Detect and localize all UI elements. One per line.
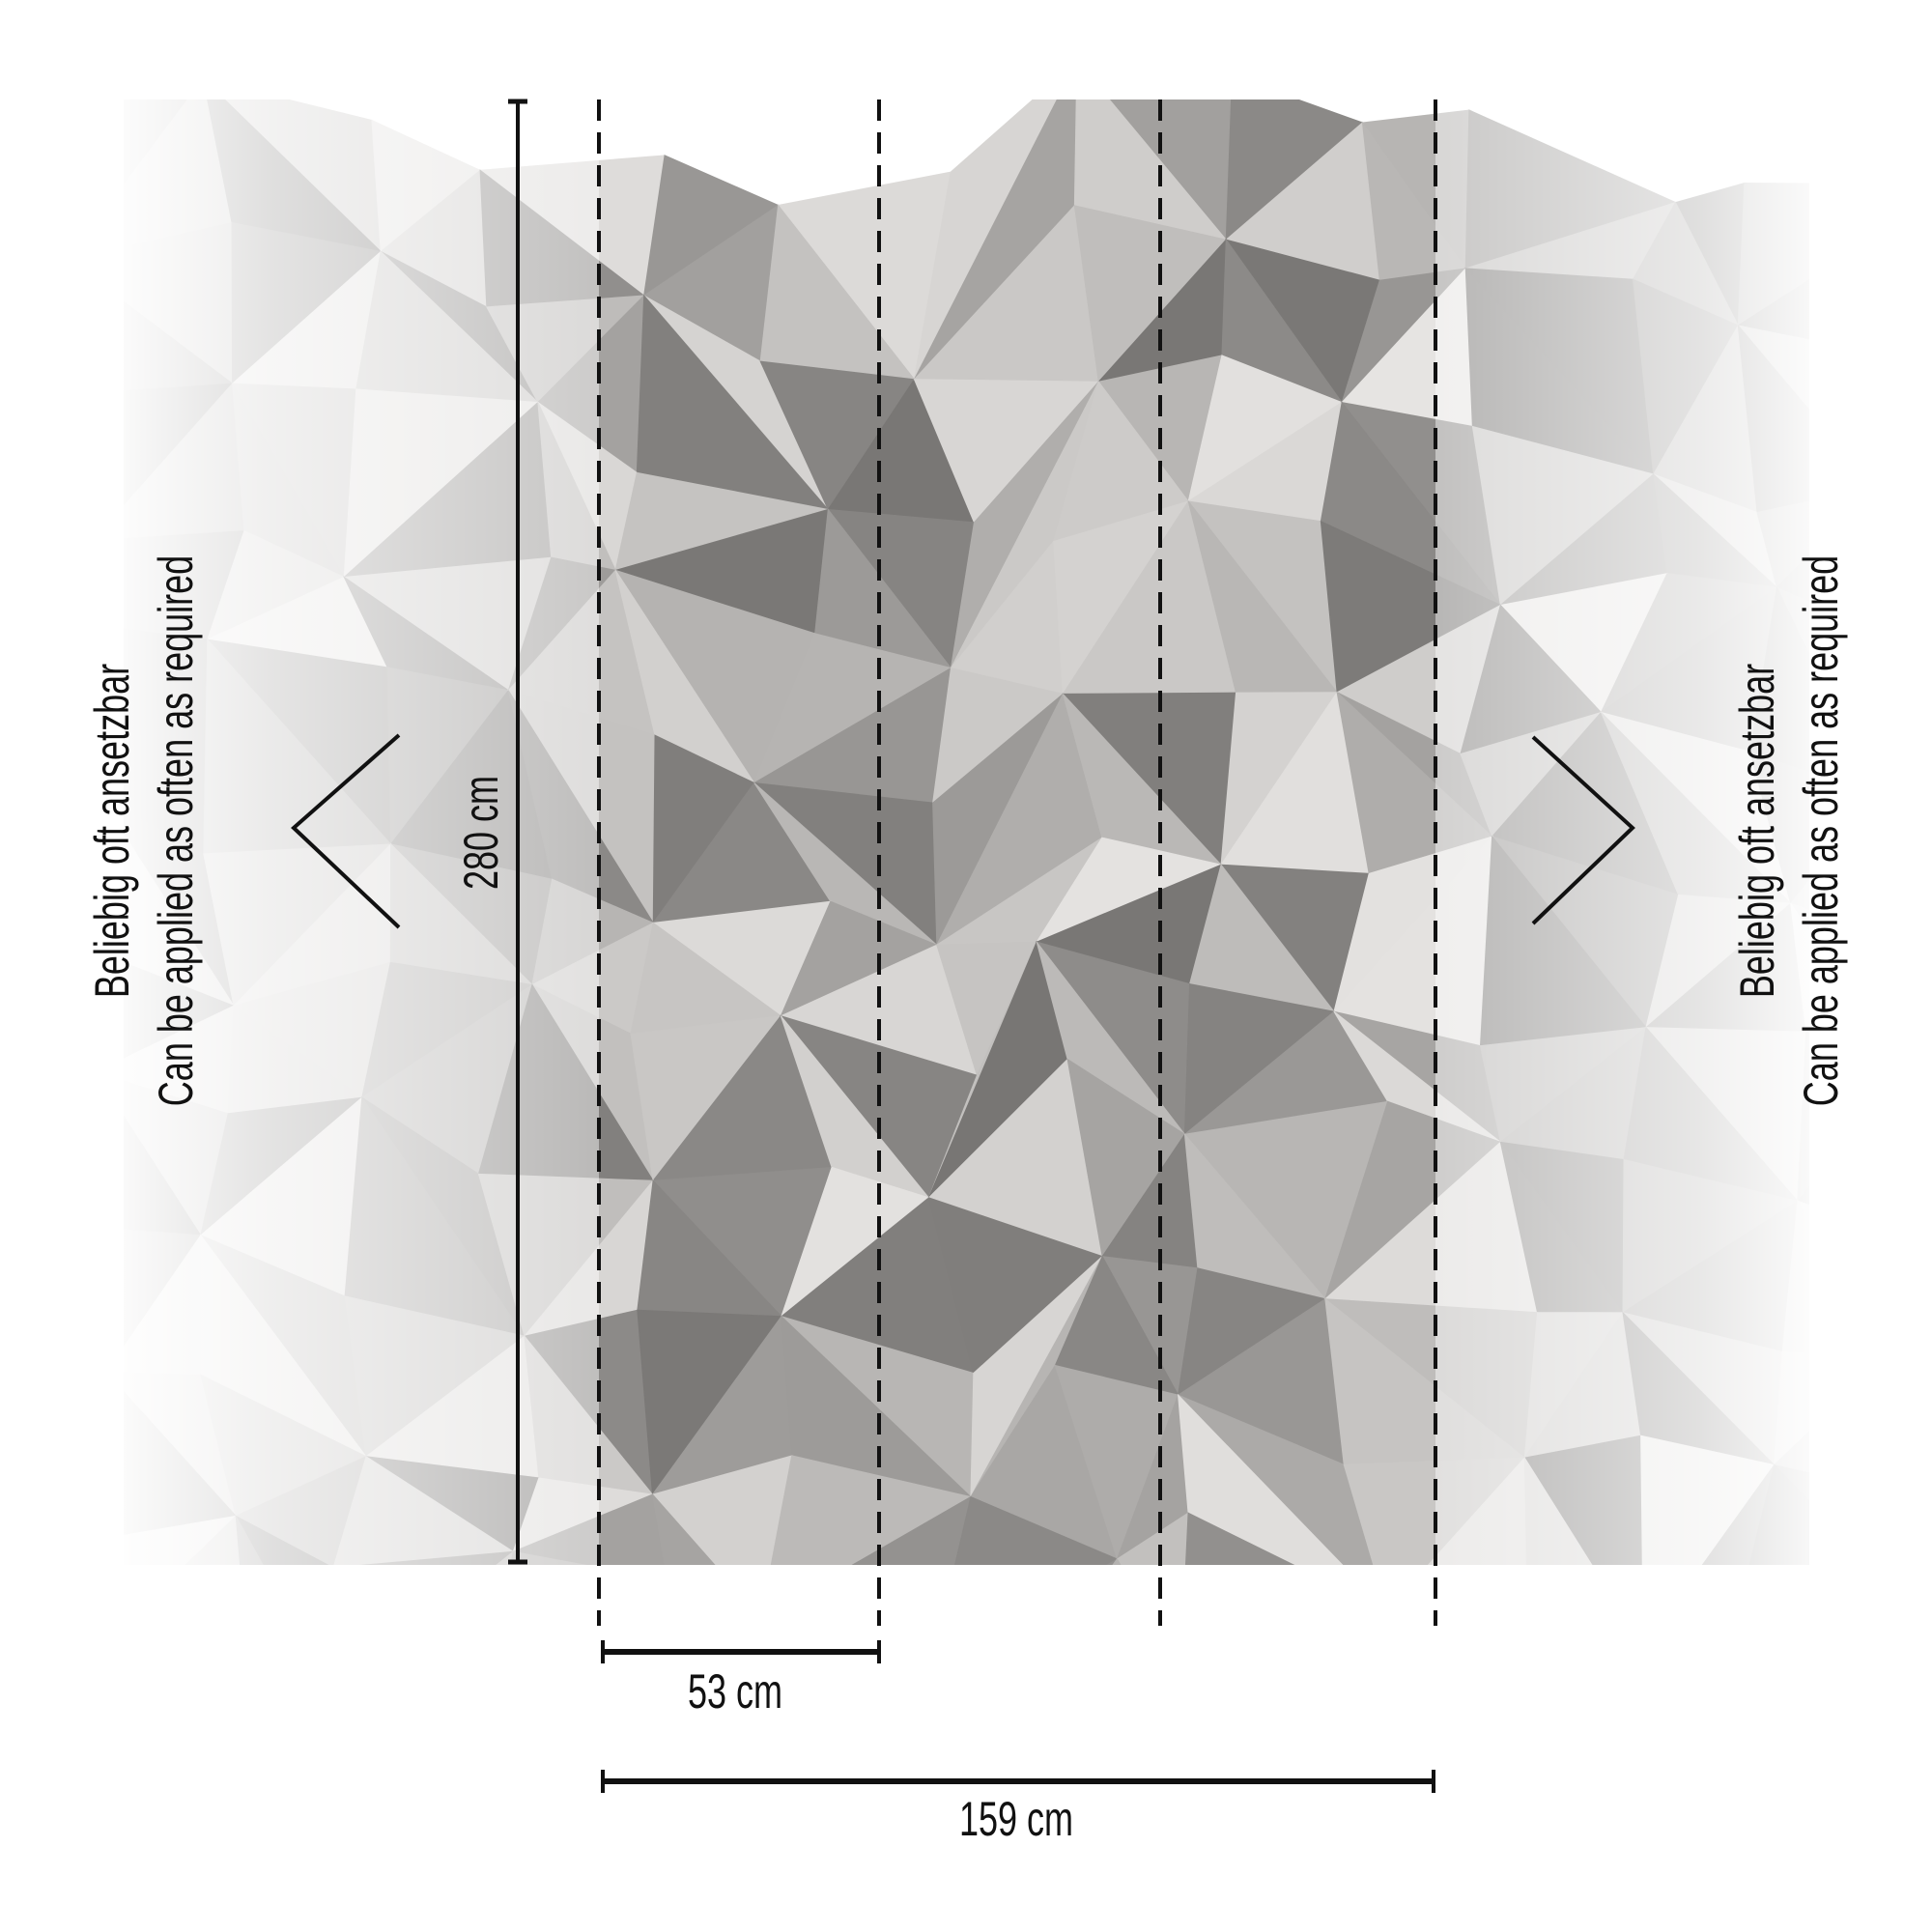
concrete-facet [1180,1611,1386,1705]
concrete-facet [496,1550,514,1565]
concrete-facet [1736,1622,1928,1806]
concrete-facet [1885,1263,1932,1390]
concrete-facet [1463,1613,1643,1725]
concrete-facet [1106,1558,1118,1565]
concrete-facet [851,1495,972,1565]
concrete-facet [790,1833,961,1932]
concrete-facet [1463,1725,1594,1901]
concrete-facet [1379,1725,1489,1866]
concrete-facet [1877,655,1932,805]
concrete-facet [1904,806,1932,1072]
concrete-facet [1904,806,1932,1072]
concrete-facet [1877,508,1932,796]
concrete-facet [618,1738,790,1901]
panel-width-dimension [601,1640,881,1663]
concrete-facet [1116,1512,1189,1565]
repeat-note-left: Beliebig oft ansetzbar Can be applied as… [80,555,208,1106]
concrete-facet [261,1694,386,1854]
total-width-dimension [601,1770,1435,1793]
concrete-facet [1761,1624,1927,1805]
concrete-facet [1112,1558,1122,1565]
concrete-facet [105,1643,262,1818]
concrete-facet [1594,1753,1761,1901]
concrete-facet [1875,216,1932,488]
total-width-label: 159 cm [958,1792,1074,1846]
repeat-note-german: Beliebig oft ansetzbar [85,663,139,999]
concrete-facet [1326,1704,1463,1829]
concrete-facet [1877,1692,1932,1932]
chevron-right-icon [1531,735,1635,925]
right-repeat-fade [1435,99,1841,1565]
concrete-facet [512,1550,587,1565]
concrete-facet [1885,1134,1932,1359]
concrete-facet [1180,1669,1379,1830]
concrete-facet [1927,1524,1932,1692]
concrete-facet [1594,1805,1797,1912]
repeat-note-english: Can be applied as often as required [149,554,203,1107]
concrete-facet [252,1694,334,1819]
concrete-facet [1643,1622,1761,1806]
concrete-facet [1916,1391,1932,1624]
panel-width-label: 53 cm [687,1664,783,1719]
concrete-facet [618,1738,797,1901]
concrete-facet [1463,1725,1603,1901]
concrete-facet [484,1721,618,1908]
concrete-facet [1875,216,1932,488]
concrete-facet [1914,1624,1932,1804]
concrete-facet [1885,1134,1932,1359]
chevron-left-icon [291,733,401,929]
concrete-facet [1180,1669,1379,1838]
concrete-facet [1894,1071,1932,1233]
concrete-facet [1875,370,1932,508]
concrete-facet [1877,796,1932,955]
concrete-facet [1927,1391,1932,1624]
concrete-facet [1885,1359,1932,1497]
concrete-facet [334,1694,513,1909]
concrete-facet [1387,1611,1528,1726]
repeat-note-english: Can be applied as often as required [1794,554,1848,1107]
concrete-facet [94,1643,261,1818]
concrete-facet [1326,1611,1463,1726]
height-dimension [508,99,527,1565]
concrete-facet [1877,508,1932,796]
concrete-facet [1463,1647,1643,1753]
concrete-facet [940,1833,1052,1932]
concrete-facet [334,1694,513,1909]
repeat-note-german: Beliebig oft ansetzbar [1730,663,1784,999]
concrete-facet [1603,1647,1761,1805]
concrete-facet [790,1780,940,1901]
concrete-facet [651,1492,716,1565]
height-label: 280 cm [454,775,508,891]
concrete-facet [1184,1512,1295,1565]
concrete-facet [1904,959,1932,1133]
repeat-note-right: Beliebig oft ansetzbar Can be applied as… [1725,555,1853,1106]
left-repeat-fade [97,99,599,1565]
concrete-facet [1761,1805,1876,1932]
concrete-facet [954,1495,1119,1565]
concrete-facet [359,1550,515,1565]
concrete-facet [1761,1804,1914,1932]
concrete-facet [513,1738,622,1909]
concrete-facet [1877,1692,1932,1932]
concrete-facet [1875,488,1932,642]
